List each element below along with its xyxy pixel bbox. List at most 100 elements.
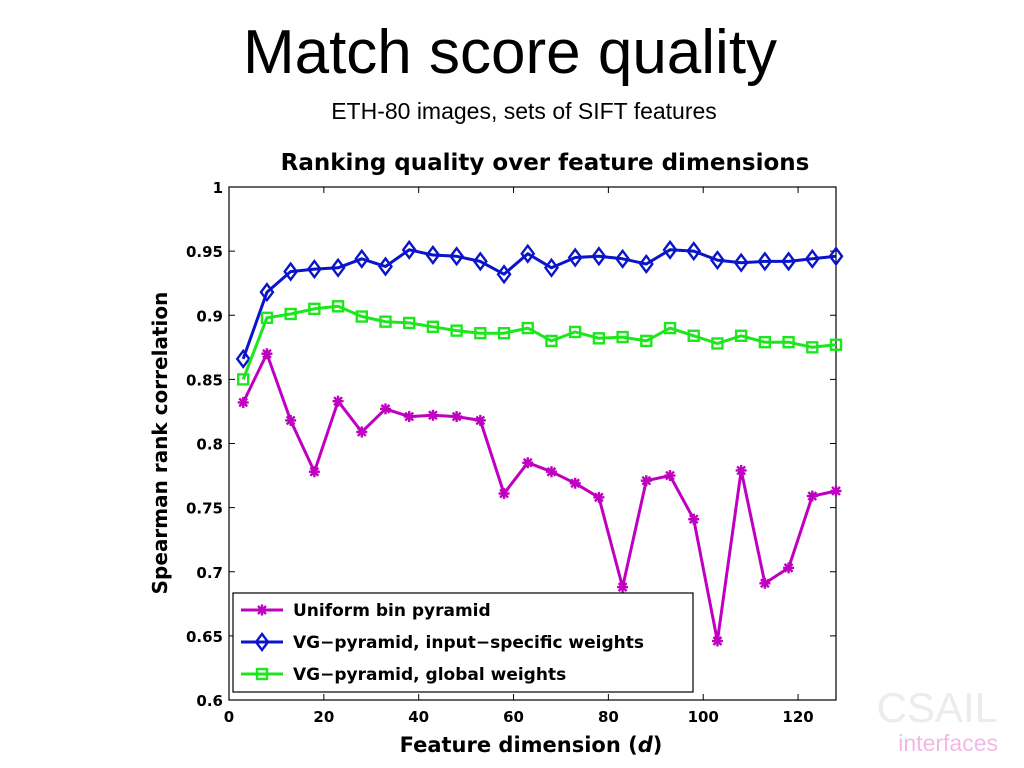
asterisk-center <box>620 584 626 590</box>
data-point <box>592 332 606 345</box>
slide-title-text: Match score quality <box>242 18 778 87</box>
series-line <box>241 304 837 380</box>
x-axis-label: Feature dimension (d) <box>400 733 663 757</box>
legend-box <box>232 592 694 693</box>
data-point <box>498 488 510 500</box>
data-point <box>450 324 463 337</box>
asterisk-center <box>382 406 388 412</box>
x-tick-label: 80 <box>598 708 619 726</box>
data-point <box>379 315 392 328</box>
y-tick-label: 0.8 <box>196 436 223 454</box>
data-point <box>830 485 842 497</box>
data-point <box>758 335 772 349</box>
data-point <box>497 327 511 340</box>
asterisk-center <box>691 516 697 522</box>
asterisk-center <box>477 417 483 423</box>
data-point <box>379 403 391 415</box>
data-point <box>403 316 416 330</box>
asterisk-center <box>833 488 839 494</box>
asterisk-center <box>714 638 720 644</box>
x-axis-label-text: Feature dimension ( <box>400 733 638 757</box>
chart-xlabel: Feature dimension (d) <box>400 733 663 757</box>
data-point <box>664 470 676 482</box>
y-tick-label: 0.85 <box>186 371 223 389</box>
asterisk-center <box>786 565 792 571</box>
data-point <box>285 414 297 426</box>
y-tick-label: 0.65 <box>186 628 223 646</box>
data-point <box>806 341 819 354</box>
asterisk-center <box>738 467 744 473</box>
legend-label: VG−pyramid, input−specific weights <box>293 633 644 653</box>
asterisk-center <box>572 480 578 486</box>
asterisk-center <box>288 417 294 423</box>
y-tick-label: 0.6 <box>196 692 223 710</box>
data-point <box>593 491 605 503</box>
data-point <box>377 256 393 277</box>
series-1 <box>235 239 844 369</box>
data-point <box>783 562 795 574</box>
asterisk-center <box>264 351 270 357</box>
legend-marker <box>256 604 268 616</box>
series-0 <box>237 348 842 647</box>
legend-marker <box>255 667 269 681</box>
data-point <box>686 241 702 262</box>
asterisk-center <box>454 414 460 420</box>
data-point <box>451 411 463 423</box>
asterisk-center <box>406 414 412 420</box>
data-point <box>759 577 771 589</box>
y-tick-label: 0.9 <box>196 307 223 325</box>
data-point <box>663 321 677 335</box>
data-point <box>355 310 368 323</box>
data-point <box>259 282 275 303</box>
data-point <box>782 335 795 349</box>
asterisk-center <box>548 469 554 475</box>
data-point <box>522 457 534 469</box>
data-point <box>545 466 557 478</box>
x-tick-label: 40 <box>408 708 429 726</box>
asterisk-center <box>311 469 317 475</box>
data-point <box>496 264 512 285</box>
data-point <box>237 373 250 386</box>
data-point <box>306 259 322 280</box>
x-axis-label-close: ) <box>653 733 663 757</box>
x-tick-label: 120 <box>782 708 813 726</box>
data-point <box>638 253 654 274</box>
asterisk-center <box>430 412 436 418</box>
data-point <box>781 251 797 272</box>
data-point <box>591 246 607 267</box>
plot-area: 0.6 0.65 0.7 0.75 0.8 0.85 0.9 0.95 1 0 20 40 60 80 10… <box>186 179 844 726</box>
csail-watermark: CSAIL <box>876 684 998 731</box>
asterisk-center <box>240 399 246 405</box>
data-point <box>688 513 700 525</box>
data-point <box>711 337 724 350</box>
data-point <box>545 334 558 348</box>
y-tick-label: 1 <box>213 179 223 197</box>
data-point <box>735 464 747 476</box>
chart-title: Ranking quality over feature dimensions <box>281 150 810 176</box>
data-point <box>806 490 818 502</box>
data-point <box>260 311 274 325</box>
data-point <box>734 329 748 342</box>
legend: Uniform bin pyramid VG−pyramid, input−spe… <box>232 592 694 693</box>
data-point <box>474 327 487 340</box>
data-point <box>757 251 773 272</box>
data-point <box>617 581 629 593</box>
asterisk-center <box>335 398 341 404</box>
data-point <box>237 396 249 408</box>
data-point <box>828 246 844 267</box>
data-point <box>521 321 534 335</box>
slide-title: Match score quality <box>0 22 1024 84</box>
series-2 <box>237 300 843 386</box>
asterisk-center <box>643 478 649 484</box>
data-point <box>709 250 725 271</box>
data-point <box>308 302 321 316</box>
data-point <box>472 251 488 272</box>
asterisk-center <box>359 429 365 435</box>
slide-subtitle-text: ETH-80 images, sets of SIFT features <box>331 98 717 124</box>
x-tick-label: 0 <box>224 708 234 726</box>
data-point <box>829 338 843 351</box>
x-tick-label: 60 <box>503 708 524 726</box>
data-point <box>569 477 581 489</box>
x-tick-label: 100 <box>688 708 719 726</box>
